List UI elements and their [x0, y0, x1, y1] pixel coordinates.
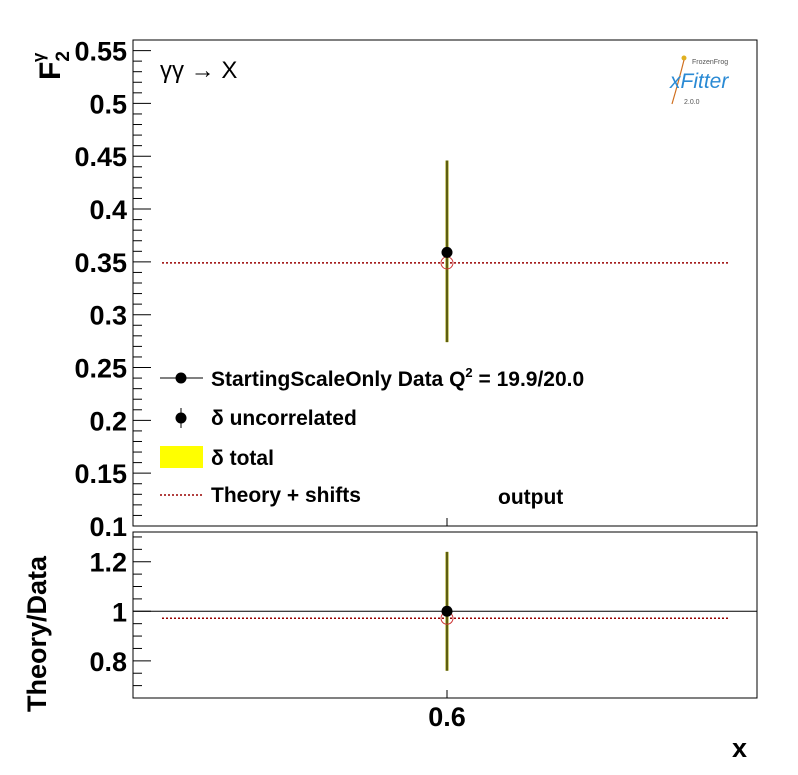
main-y-tick-label: 0.55 [74, 37, 127, 67]
svg-text:F2γ: F2γ [29, 51, 74, 80]
main-y-tick-label: 0.45 [74, 142, 127, 172]
legend-entry-total: δ total [160, 446, 274, 470]
x-axis-title: x [732, 733, 747, 763]
svg-text:Theory + shifts: Theory + shifts [211, 484, 361, 507]
main-y-tick-label: 0.4 [89, 195, 127, 225]
svg-text:FrozenFrog: FrozenFrog [692, 59, 728, 66]
svg-text:xFitter: xFitter [669, 70, 729, 93]
main-y-axis-labels: 0.1 0.15 0.2 0.25 0.3 0.35 0.4 0.45 0.5 0.55 [74, 37, 127, 542]
main-y-tick-label: 0.5 [89, 89, 127, 119]
svg-text:δ total: δ total [211, 447, 274, 470]
main-y-tick-label: 0.35 [74, 248, 127, 278]
legend-entry-data: StartingScaleOnly Data Q2 = 19.9/20.0 [160, 365, 584, 391]
ratio-data-point [441, 605, 453, 617]
ratio-y-axis-title: Theory/Data [22, 555, 52, 712]
xfitter-logo: FrozenFrog xFitter 2.0.0 [669, 55, 729, 106]
main-data-point [441, 246, 453, 258]
main-y-tick-label: 0.15 [74, 459, 127, 489]
output-annotation: output [498, 486, 563, 509]
ratio-y-tick-label: 1.2 [89, 548, 127, 578]
legend: StartingScaleOnly Data Q2 = 19.9/20.0 δ … [160, 365, 584, 507]
legend-entry-theory: Theory + shifts [160, 484, 361, 507]
x-tick-label: 0.6 [428, 702, 466, 732]
main-y-tick-label: 0.2 [89, 406, 127, 436]
svg-text:δ uncorrelated: δ uncorrelated [211, 407, 357, 430]
svg-text:StartingScaleOnly Data Q2 = 1: StartingScaleOnly Data Q2 = 19.9/20.0 [211, 365, 584, 391]
ratio-y-tick-label: 1 [112, 597, 127, 627]
main-y-tick-label: 0.3 [89, 301, 127, 331]
svg-text:2.0.0: 2.0.0 [684, 99, 700, 106]
ratio-plot-frame [132, 531, 758, 699]
ratio-y-axis-labels: 0.8 1 1.2 [89, 548, 127, 677]
process-label: γγ → X [160, 57, 237, 84]
main-y-tick-label: 0.1 [89, 512, 127, 542]
x-axis-labels: 0.6 [428, 702, 466, 732]
ratio-y-tick-label: 0.8 [89, 647, 127, 677]
legend-entry-uncorrelated: δ uncorrelated [175, 407, 357, 430]
main-y-axis-title: F2γ [29, 51, 74, 80]
main-y-tick-label: 0.25 [74, 354, 127, 384]
main-y-axis-ticks [133, 39, 151, 527]
